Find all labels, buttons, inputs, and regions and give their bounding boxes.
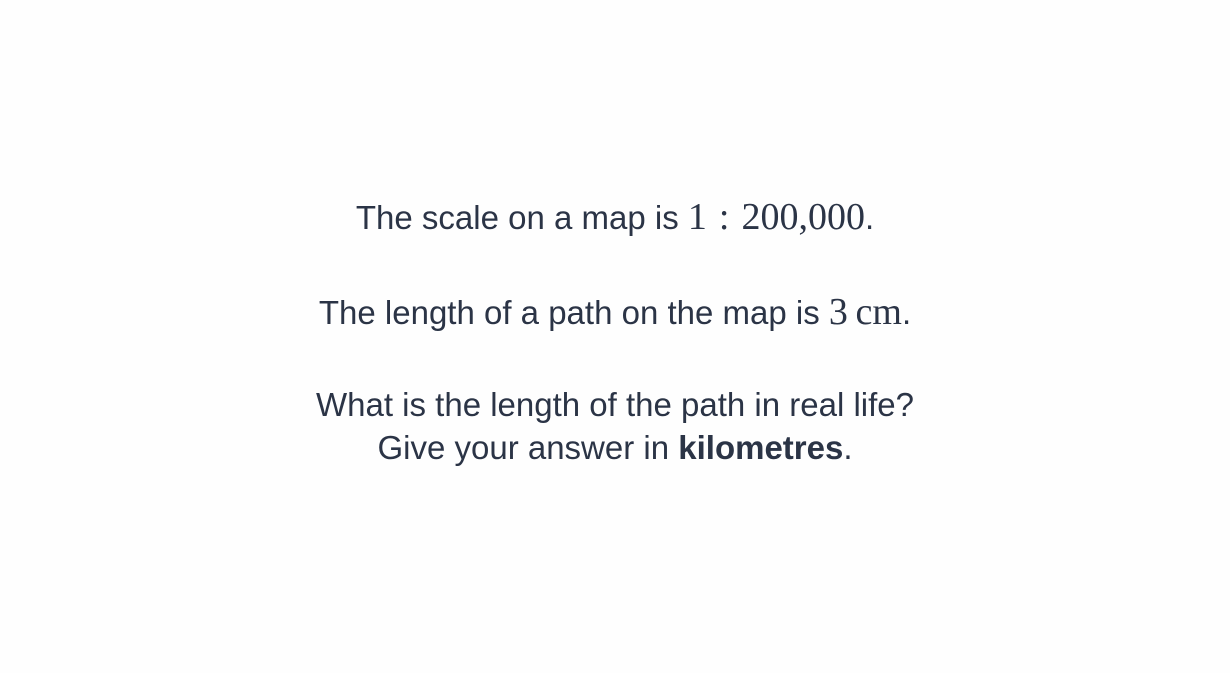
ratio-right: 200,000 [741,196,865,238]
ratio-separator: : [718,196,730,238]
scale-statement: The scale on a map is 1:200,000. [0,196,1230,239]
map-length-suffix: . [901,294,912,331]
ratio-left: 1 [687,196,707,238]
instruction-suffix: . [843,429,853,466]
question-text: The scale on a map is 1:200,000. The len… [0,196,1230,469]
scale-ratio: 1:200,000 [688,196,865,238]
map-length-prefix: The length of a path on the map is [318,294,829,331]
instruction-prefix: Give your answer in [377,429,679,466]
scale-suffix: . [864,199,875,236]
answer-unit-emphasis: kilometres [678,429,844,466]
map-length-value: 3 cm [829,291,902,333]
question-prompt: What is the length of the path in real l… [315,386,915,423]
scale-prefix: The scale on a map is [355,199,688,236]
map-length-statement: The length of a path on the map is 3 cm. [0,291,1230,334]
answer-instruction: Give your answer in kilometres. [0,426,1230,469]
map-length-number: 3 [828,291,848,333]
map-length-unit: cm [855,291,902,333]
